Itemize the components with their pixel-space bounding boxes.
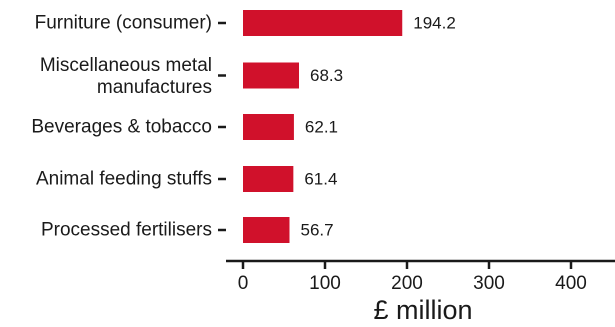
x-axis: 0 100 200 300 400 [226,259,615,294]
x-tick-label: 200 [391,273,423,294]
bar [243,10,403,36]
bar [243,166,294,192]
bar [243,62,300,89]
x-axis-title: £ million [373,295,472,322]
bars [243,10,403,243]
category-label: Furniture (consumer) [35,13,212,34]
category-label: Animal feeding stuffs [36,169,212,190]
category-label: Beverages & tobacco [31,117,212,138]
value-label: 62.1 [305,118,338,137]
category-label: Processed fertilisers [41,220,212,241]
value-label: 194.2 [413,14,456,33]
value-label: 56.7 [300,221,333,240]
value-label: 61.4 [304,170,337,189]
value-labels: 194.2 68.3 62.1 61.4 56.7 [300,14,455,240]
x-tick-label: 100 [309,273,341,294]
bar [243,114,294,140]
category-labels: Furniture (consumer) Miscellaneous metal m… [31,13,226,241]
x-tick-label: 300 [473,273,505,294]
category-label: Miscellaneous metal manufactures [40,55,212,98]
bar [243,217,290,243]
value-label: 68.3 [310,66,343,85]
x-tick-label: 0 [238,273,249,294]
x-tick-label: 400 [555,273,587,294]
